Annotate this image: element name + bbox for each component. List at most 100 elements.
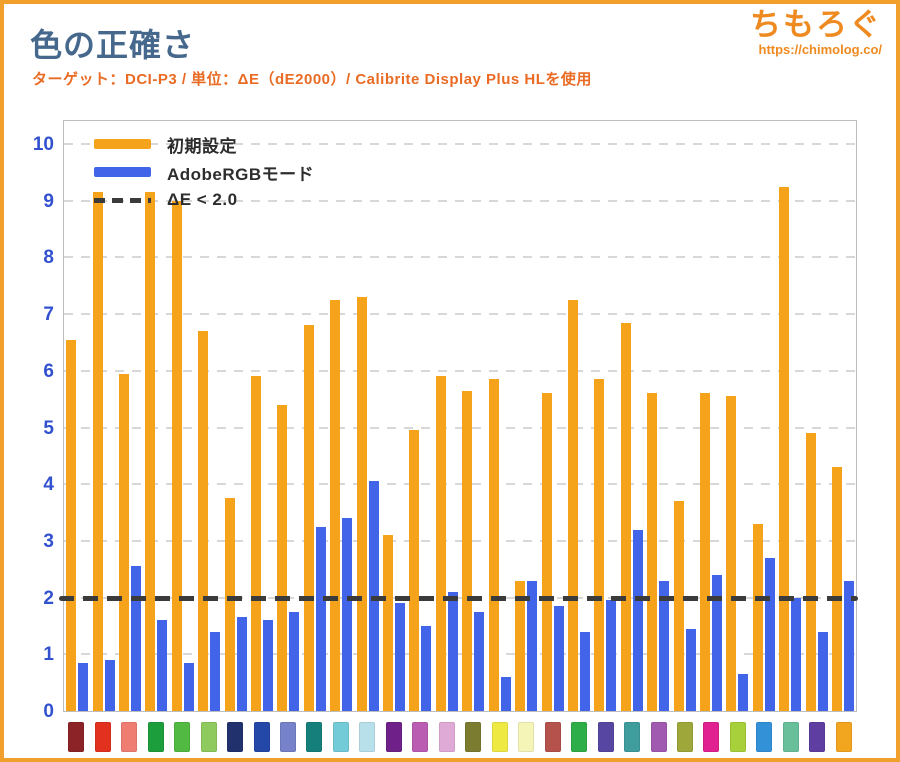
- color-swatch: [412, 722, 429, 752]
- bar-group: [275, 121, 301, 711]
- swatch-cell: [301, 722, 327, 756]
- bar-adobergb-mode: [738, 674, 749, 711]
- swatch-cell: [328, 722, 354, 756]
- gridline: [64, 199, 856, 202]
- bar-default-settings: [224, 498, 235, 711]
- y-axis-tick-label: 7: [43, 304, 54, 326]
- swatch-cell: [248, 722, 274, 756]
- bar-default-settings: [171, 201, 182, 711]
- swatch-cell: [434, 722, 460, 756]
- color-swatch: [491, 722, 508, 752]
- color-swatch: [359, 722, 376, 752]
- swatch-cell: [592, 722, 618, 756]
- color-swatch: [121, 722, 138, 752]
- y-axis-tick-label: 9: [43, 190, 54, 212]
- color-swatch: [782, 722, 799, 752]
- bar-group: [434, 121, 460, 711]
- color-swatch: [332, 722, 349, 752]
- bar-adobergb-mode: [210, 632, 221, 711]
- y-axis-tick-label: 10: [32, 134, 54, 155]
- swatch-cell: [407, 722, 433, 756]
- bar-adobergb-mode: [579, 632, 590, 711]
- y-axis-tick-label: 8: [43, 247, 54, 269]
- bar-default-settings: [356, 297, 367, 711]
- swatch-cell: [487, 722, 513, 756]
- swatch-cell: [513, 722, 539, 756]
- plot-area: 初期設定 AdobeRGBモード ΔE < 2.0: [59, 120, 858, 712]
- swatch-cell: [89, 722, 115, 756]
- bar-adobergb-mode: [342, 518, 353, 711]
- bar-group: [592, 121, 618, 711]
- gridline: [64, 483, 856, 486]
- bar-group: [671, 121, 697, 711]
- gridline: [64, 256, 856, 259]
- bar-adobergb-mode: [315, 527, 326, 711]
- swatch-cell: [539, 722, 565, 756]
- bar-default-settings: [620, 323, 631, 711]
- bar-default-settings: [515, 581, 526, 711]
- bar-group: [751, 121, 777, 711]
- bar-adobergb-mode: [606, 600, 617, 711]
- category-swatch-row: [63, 722, 857, 756]
- bar-default-settings: [383, 535, 394, 711]
- bar-group: [381, 121, 407, 711]
- bar-group: [196, 121, 222, 711]
- bar-group: [487, 121, 513, 711]
- legend-swatch-blue: [94, 167, 151, 177]
- swatch-cell: [778, 722, 804, 756]
- bar-default-settings: [435, 376, 446, 711]
- gridline: [64, 426, 856, 429]
- bar-adobergb-mode: [843, 581, 854, 711]
- color-swatch: [227, 722, 244, 752]
- legend-label: 初期設定: [167, 136, 237, 156]
- gridline: [64, 143, 856, 145]
- color-swatch: [809, 722, 826, 752]
- color-swatch: [624, 722, 641, 752]
- bar-adobergb-mode: [764, 558, 775, 711]
- swatch-cell: [142, 722, 168, 756]
- bar-adobergb-mode: [395, 603, 406, 711]
- swatch-cell: [63, 722, 89, 756]
- y-axis-tick-label: 1: [43, 644, 54, 666]
- bar-group: [645, 121, 671, 711]
- bar-group: [803, 121, 829, 711]
- color-swatch: [306, 722, 323, 752]
- bar-group: [90, 121, 116, 711]
- threshold-line: [59, 595, 858, 601]
- legend-label: ΔE < 2.0: [167, 190, 238, 209]
- color-swatch: [279, 722, 296, 752]
- bar-default-settings: [251, 376, 262, 711]
- bar-adobergb-mode: [711, 575, 722, 711]
- bar-group: [117, 121, 143, 711]
- bar-adobergb-mode: [421, 626, 432, 711]
- legend-swatch-orange: [94, 139, 151, 149]
- bar-default-settings: [92, 192, 103, 711]
- bar-default-settings: [303, 325, 314, 711]
- bar-default-settings: [462, 391, 473, 711]
- bar-default-settings: [567, 300, 578, 711]
- bar-group: [619, 121, 645, 711]
- color-swatch: [465, 722, 482, 752]
- site-logo-url: https://chimolog.co/: [758, 42, 883, 58]
- bar-adobergb-mode: [791, 598, 802, 711]
- bar-adobergb-mode: [263, 620, 274, 711]
- bar-default-settings: [594, 379, 605, 711]
- color-swatch: [385, 722, 402, 752]
- bar-group: [539, 121, 565, 711]
- legend-dash-sample: [94, 197, 151, 203]
- bar-default-settings: [409, 430, 420, 711]
- swatch-cell: [698, 722, 724, 756]
- color-swatch: [729, 722, 746, 752]
- bar-adobergb-mode: [632, 530, 643, 711]
- bar-adobergb-mode: [157, 620, 168, 711]
- y-axis-tick-label: 3: [43, 530, 54, 552]
- page-title: 色の正確さ: [30, 27, 196, 63]
- bar-group: [698, 121, 724, 711]
- bar-group: [724, 121, 750, 711]
- swatch-cell: [354, 722, 380, 756]
- color-swatch: [571, 722, 588, 752]
- bar-group: [170, 121, 196, 711]
- y-axis-tick-label: 5: [43, 417, 54, 439]
- bar-adobergb-mode: [474, 612, 485, 711]
- swatch-cell: [751, 722, 777, 756]
